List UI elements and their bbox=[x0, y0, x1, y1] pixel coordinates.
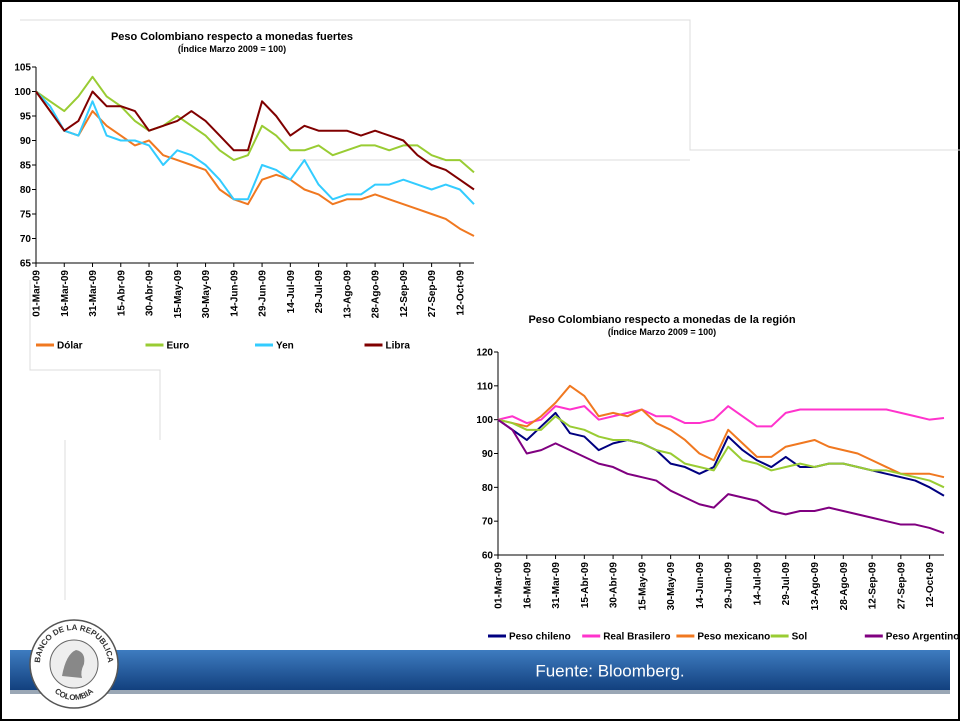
legend-label: Euro bbox=[167, 341, 190, 352]
x-tick-label: 12-Oct-09 bbox=[925, 562, 936, 608]
series-line bbox=[35, 75, 475, 174]
legend-label: Peso chileno bbox=[509, 632, 571, 643]
y-tick-label: 70 bbox=[482, 517, 494, 528]
x-tick-label: 27-Sep-09 bbox=[896, 562, 907, 610]
x-tick-label: 14-Jul-09 bbox=[752, 562, 763, 606]
y-tick-label: 120 bbox=[476, 348, 493, 359]
decor-lines bbox=[20, 19, 960, 600]
y-tick-label: 85 bbox=[20, 161, 32, 172]
y-tick-label: 65 bbox=[20, 259, 32, 270]
x-tick-label: 30-Abr-09 bbox=[609, 562, 620, 609]
legend-label: Sol bbox=[792, 632, 808, 643]
x-tick-label: 30-May-09 bbox=[666, 562, 677, 611]
legend-label: Real Brasilero bbox=[603, 632, 670, 643]
x-tick-label: 14-Jun-09 bbox=[229, 270, 240, 317]
y-tick-label: 80 bbox=[20, 185, 32, 196]
x-tick-label: 15-Abr-09 bbox=[116, 270, 127, 317]
legend-label: Peso Argentino bbox=[886, 632, 960, 643]
footer-text: Fuente: Bloomberg. bbox=[535, 661, 684, 680]
x-tick-label: 29-Jul-09 bbox=[314, 270, 325, 314]
x-tick-label: 14-Jun-09 bbox=[695, 562, 706, 609]
y-tick-label: 70 bbox=[20, 234, 32, 245]
legend-label: Libra bbox=[386, 341, 411, 352]
series-line bbox=[497, 418, 945, 534]
series-line bbox=[35, 90, 475, 205]
x-tick-label: 31-Mar-09 bbox=[88, 270, 99, 317]
x-tick-label: 12-Sep-09 bbox=[868, 562, 879, 610]
y-tick-label: 110 bbox=[477, 381, 494, 392]
y-tick-label: 90 bbox=[482, 449, 494, 460]
x-tick-label: 15-Abr-09 bbox=[580, 562, 591, 609]
series-line bbox=[497, 415, 945, 489]
footer-bar bbox=[10, 650, 950, 690]
chart-subtitle: (Índice Marzo 2009 = 100) bbox=[178, 44, 286, 54]
y-tick-label: 100 bbox=[476, 415, 493, 426]
x-tick-label: 29-Jun-09 bbox=[724, 562, 735, 609]
y-tick-label: 90 bbox=[20, 136, 32, 147]
series-line bbox=[497, 384, 945, 479]
series-line bbox=[35, 90, 475, 191]
x-tick-label: 31-Mar-09 bbox=[551, 562, 562, 609]
logo-text-bottom: COLOMBIA bbox=[53, 686, 95, 702]
x-tick-label: 27-Sep-09 bbox=[427, 270, 438, 318]
x-tick-label: 12-Oct-09 bbox=[455, 270, 466, 316]
y-tick-label: 75 bbox=[20, 210, 32, 221]
chart-title: Peso Colombiano respecto a monedas de la… bbox=[528, 314, 795, 326]
x-tick-label: 29-Jul-09 bbox=[781, 562, 792, 606]
x-tick-label: 28-Ago-09 bbox=[839, 562, 850, 611]
legend-label: Peso mexicano bbox=[697, 632, 770, 643]
x-tick-label: 15-May-09 bbox=[173, 270, 184, 319]
footer-shadow bbox=[10, 690, 950, 694]
x-tick-label: 15-May-09 bbox=[637, 562, 648, 611]
x-tick-label: 30-Abr-09 bbox=[145, 270, 156, 317]
y-tick-label: 105 bbox=[14, 63, 31, 74]
legend-label: Dólar bbox=[57, 341, 83, 352]
y-tick-label: 80 bbox=[482, 483, 494, 494]
x-tick-label: 13-Ago-09 bbox=[810, 562, 821, 611]
x-tick-label: 16-Mar-09 bbox=[522, 562, 533, 609]
x-tick-label: 29-Jun-09 bbox=[258, 270, 269, 317]
x-tick-label: 28-Ago-09 bbox=[371, 270, 382, 319]
series-line bbox=[35, 90, 475, 237]
chart-title: Peso Colombiano respecto a monedas fuert… bbox=[111, 31, 353, 43]
chart-subtitle: (Índice Marzo 2009 = 100) bbox=[608, 327, 716, 337]
logo: BANCO DE LA REPUBLICA COLOMBIA bbox=[29, 619, 119, 709]
x-tick-label: 30-May-09 bbox=[201, 270, 212, 319]
series-line bbox=[497, 405, 945, 428]
x-tick-label: 01-Mar-09 bbox=[32, 270, 43, 317]
y-tick-label: 60 bbox=[482, 551, 494, 562]
x-tick-label: 14-Jul-09 bbox=[286, 270, 297, 314]
x-tick-label: 12-Sep-09 bbox=[399, 270, 410, 318]
logo-text: COLOMBIA bbox=[53, 686, 95, 702]
legend-label: Yen bbox=[276, 341, 294, 352]
y-tick-label: 100 bbox=[14, 87, 31, 98]
x-tick-label: 16-Mar-09 bbox=[60, 270, 71, 317]
x-tick-label: 01-Mar-09 bbox=[494, 562, 505, 609]
y-tick-label: 95 bbox=[20, 112, 32, 123]
x-tick-label: 13-Ago-09 bbox=[342, 270, 353, 319]
